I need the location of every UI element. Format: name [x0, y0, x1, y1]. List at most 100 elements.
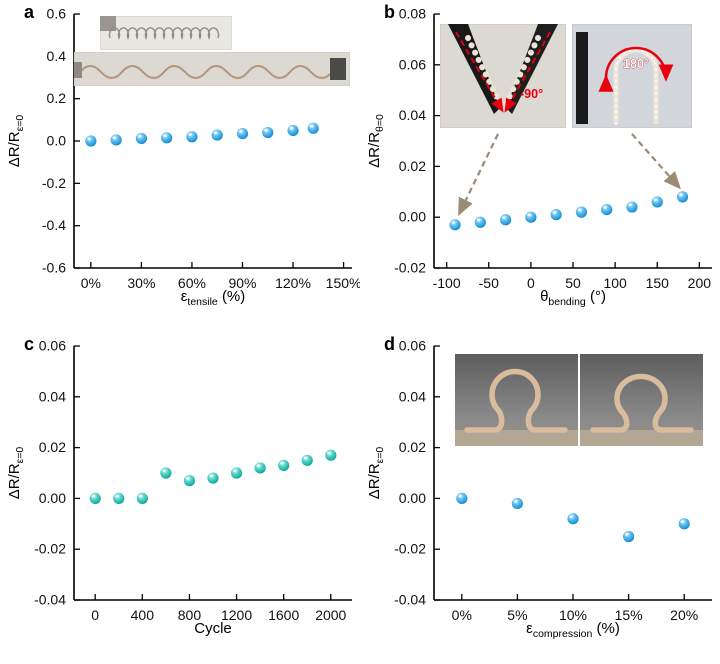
data-point	[307, 122, 319, 134]
tweezer-left	[448, 24, 500, 114]
data-point	[474, 216, 486, 228]
data-point	[511, 497, 523, 510]
data-point-highlight	[679, 193, 683, 196]
angle-label-180: 180°	[623, 57, 649, 71]
data-point	[456, 492, 468, 504]
y-tick-label: 0.0	[47, 133, 67, 149]
data-point-highlight	[264, 129, 268, 132]
data-point-highlight	[163, 134, 167, 137]
data-point-highlight	[280, 461, 284, 465]
data-point-highlight	[628, 203, 632, 207]
y-axis-label-b: ΔR/Rθ=0	[366, 114, 386, 168]
serpentine-loops-left	[465, 35, 504, 109]
chart-d: 0% 5% 10% 15% 20% -0.04 -0.02 0.00 0.02 0.04 0.06	[394, 338, 712, 623]
y-tick-label: 0.02	[399, 158, 426, 174]
x-tick-label: 15%	[615, 607, 643, 623]
data-point-highlight	[603, 206, 607, 209]
x-tick-label: -50	[479, 275, 499, 291]
x-tick-label: 60%	[178, 275, 206, 291]
data-point-highlight	[502, 216, 506, 219]
y-tick-label: -0.04	[34, 592, 66, 608]
inset-photo-bend-180: 180°	[572, 24, 692, 128]
y-tick-label: 0.02	[399, 439, 426, 455]
chart-c: 0 400 800 1200 1600 2000 -0.04 -0.02 0.00 0.02 0.0…	[34, 338, 352, 623]
data-point-highlight	[138, 495, 143, 498]
x-tick-label: 50	[565, 275, 581, 291]
y-tick-label: 0.00	[399, 490, 426, 506]
angle-label-minus90: -90°	[520, 87, 543, 101]
data-point	[550, 209, 562, 221]
clamp	[100, 16, 116, 31]
chart-b: -100 -50 0 50 100 150 200 -0.02 0.00 0.02 0.04 0.06…	[394, 6, 712, 291]
y-tick-label: 0.00	[39, 490, 66, 506]
y-tick-label: -0.02	[34, 541, 66, 557]
data-point-highlight	[309, 124, 314, 128]
data-point	[678, 518, 690, 530]
data-point-highlight	[458, 495, 462, 498]
data-point	[567, 513, 579, 525]
y-axis-label-a: ΔR/Rε=0	[6, 114, 26, 168]
data-point-highlight	[137, 135, 142, 138]
data-point	[500, 214, 512, 226]
data-point-highlight	[91, 495, 96, 498]
x-tick-label: 200	[688, 275, 712, 291]
data-point	[651, 196, 663, 208]
data-point	[626, 201, 638, 213]
chart-a: 0% 30% 60% 90% 120% 150% -0.6 -0.4 -0.2 0.0 0.2 0.4…	[42, 6, 360, 292]
y-tick-label: 0.06	[399, 338, 426, 354]
data-point-highlight	[289, 127, 293, 130]
y-tick-label: -0.02	[394, 260, 426, 276]
photo-background	[572, 24, 692, 128]
data-point	[136, 492, 148, 504]
y-tick-label: -0.04	[394, 592, 426, 608]
panel-b: b -100 -50 0 50 100 150 200 -0.02 0.00 0.02 0.04 0.…	[360, 0, 720, 332]
panel-letter-d: d	[384, 334, 395, 354]
x-tick-label: 150%	[326, 275, 360, 291]
omega-structure-uncompressed	[464, 368, 568, 433]
photo-divider	[578, 354, 580, 446]
data-point	[207, 472, 219, 484]
x-tick-label: 2000	[315, 607, 346, 623]
y-tick-label: 0.06	[39, 338, 66, 354]
x-tick-label: 1600	[268, 607, 299, 623]
data-point-highlight	[185, 477, 190, 480]
x-tick-label: 5%	[507, 607, 527, 623]
angle-dashed-line	[455, 31, 504, 113]
y-tick-label: 0.04	[39, 388, 66, 404]
y-tick-label: -0.02	[394, 541, 426, 557]
data-point	[301, 454, 313, 466]
y-tick-label: 0.02	[39, 439, 66, 455]
serpentine-loops-right	[502, 35, 541, 109]
x-tick-label: 20%	[670, 607, 698, 623]
data-point	[236, 127, 249, 140]
data-point	[230, 467, 243, 479]
data-point	[160, 467, 172, 479]
y-tick-label: 0.00	[399, 209, 426, 225]
data-point-highlight	[303, 456, 308, 460]
x-tick-label: 90%	[228, 275, 256, 291]
data-point	[262, 126, 274, 139]
data-point	[89, 492, 101, 504]
photo-background	[74, 52, 350, 86]
y-tick-label: 0.04	[399, 107, 426, 123]
data-point	[85, 135, 97, 147]
inset-photo-bend-minus90: -90°	[440, 24, 566, 128]
inset-photo-serpentine-relaxed	[100, 16, 232, 50]
panel-a: a 0% 30% 60% 90% 120% 150% -0.6 -0.4 -0.2 0.0 0.2 0…	[0, 0, 360, 332]
data-point-highlight	[115, 495, 119, 498]
x-axis-label-c: Cycle	[194, 620, 232, 637]
data-point	[325, 449, 337, 461]
data-point-highlight	[653, 198, 658, 201]
y-tick-label: -0.6	[42, 260, 66, 276]
x-tick-label: -100	[433, 275, 461, 291]
x-tick-label: 150	[646, 275, 670, 291]
data-point	[161, 132, 173, 144]
data-point-highlight	[680, 520, 685, 523]
x-tick-label: 0%	[81, 275, 101, 291]
inset-photo-compression	[455, 354, 703, 446]
data-point-highlight	[476, 218, 481, 222]
data-point	[676, 191, 689, 203]
x-axis-label-a: εtensile (%)	[180, 288, 246, 308]
data-point	[449, 219, 461, 231]
